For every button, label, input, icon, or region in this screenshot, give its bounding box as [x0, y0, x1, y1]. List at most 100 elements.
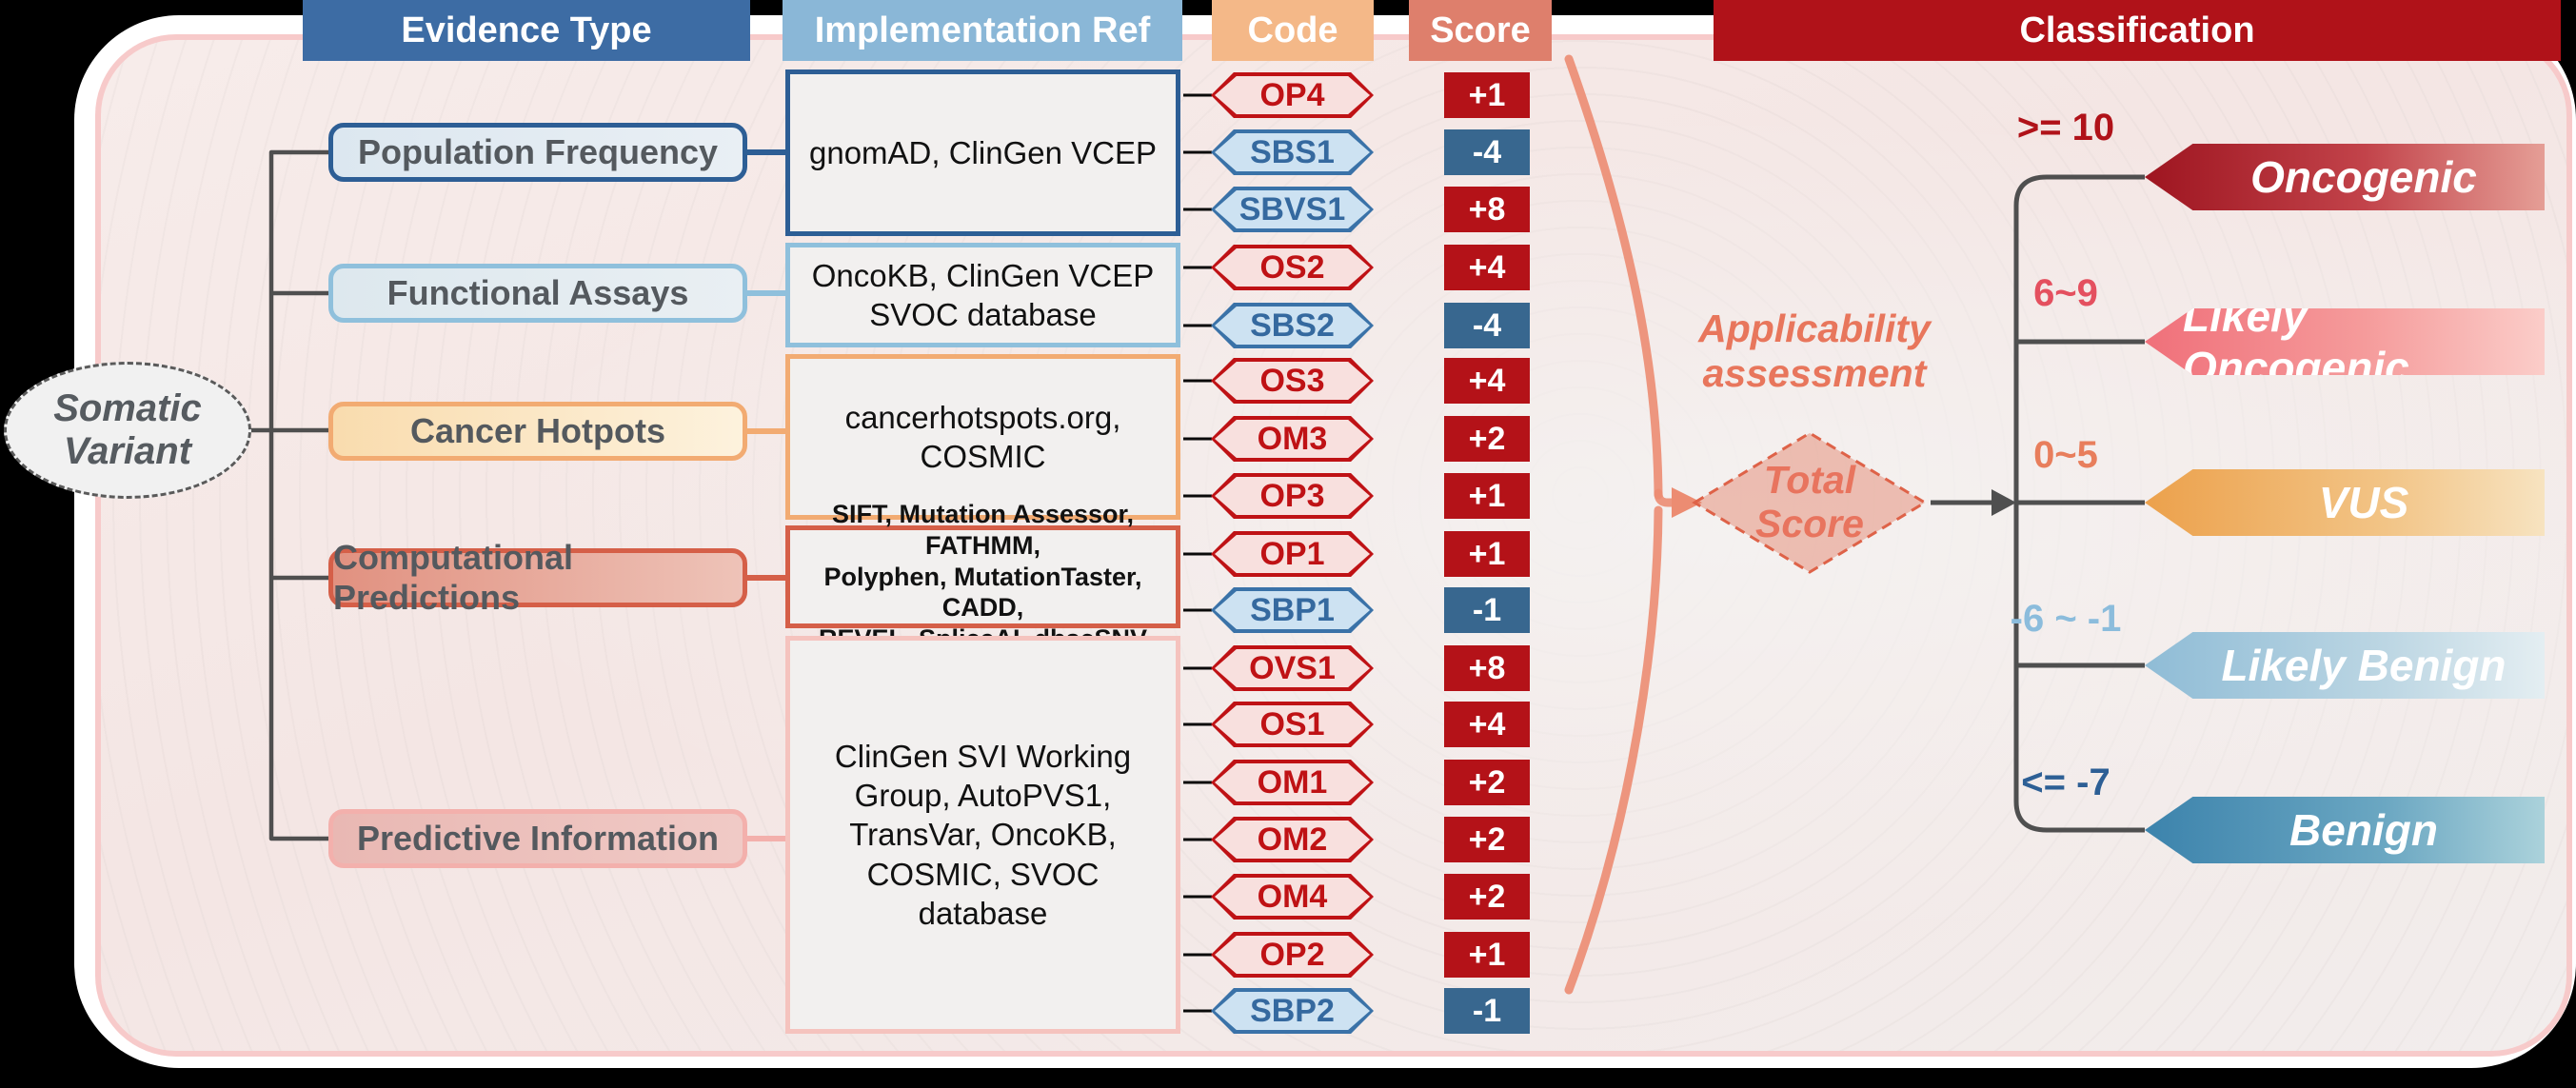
score-value: +4	[1468, 705, 1506, 742]
threshold-vus: 0~5	[2033, 434, 2098, 476]
score-badge: +1	[1444, 932, 1530, 978]
code-hexagon: OS2	[1211, 245, 1374, 290]
score-badge: +4	[1444, 358, 1530, 404]
impl-ref-box: SIFT, Mutation Assessor, FATHMM, Polyphe…	[785, 500, 1180, 653]
threshold-benign: <= -7	[2021, 762, 2110, 803]
code-hexagon: OS1	[1211, 702, 1374, 747]
threshold-likely-oncogenic: 6~9	[2033, 272, 2098, 314]
code-label: OM2	[1257, 821, 1328, 858]
evidence-box-population-frequency: Population Frequency	[328, 123, 747, 182]
code-hexagon: OM2	[1211, 817, 1374, 862]
score-value: +4	[1468, 362, 1506, 399]
banner-likely-benign: Likely Benign	[2145, 632, 2545, 699]
score-value: -4	[1472, 307, 1502, 344]
score-value: +2	[1468, 821, 1506, 858]
hexagon-fill	[1215, 821, 1370, 859]
code-label: OP2	[1259, 936, 1325, 973]
score-badge: +4	[1444, 245, 1530, 290]
score-badge: +8	[1444, 645, 1530, 691]
impl-ref-box: gnomAD, ClinGen VCEP	[785, 69, 1180, 236]
score-badge: -1	[1444, 988, 1530, 1034]
impl-ref-box: ClinGen SVI Working Group, AutoPVS1, Tra…	[785, 636, 1180, 1034]
score-badge: +2	[1444, 760, 1530, 805]
code-label: OP4	[1259, 76, 1325, 113]
score-value: +2	[1468, 420, 1506, 457]
evidence-box-functional-assays: Functional Assays	[328, 264, 747, 323]
hexagon-fill	[1215, 763, 1370, 801]
code-hexagon: SBS2	[1211, 303, 1374, 348]
code-hexagon: OVS1	[1211, 645, 1374, 691]
impl-ref-box: OncoKB, ClinGen VCEP SVOC database	[785, 243, 1180, 347]
threshold-oncogenic: >= 10	[2016, 107, 2115, 148]
score-badge: +8	[1444, 187, 1530, 232]
hexagon-fill	[1215, 76, 1370, 114]
code-label: OS3	[1259, 362, 1325, 399]
code-label: OP3	[1259, 477, 1325, 514]
code-label: SBS2	[1250, 307, 1335, 344]
hexagon-fill	[1215, 248, 1370, 287]
score-badge: +2	[1444, 817, 1530, 862]
score-value: +2	[1468, 878, 1506, 915]
code-label: OM1	[1257, 763, 1328, 801]
code-hexagon: OM4	[1211, 874, 1374, 920]
header-evidence-type: Evidence Type	[303, 0, 750, 61]
score-badge: +4	[1444, 702, 1530, 747]
banner-likely-oncogenic: Likely Oncogenic	[2145, 308, 2545, 375]
total-score-diamond	[1692, 431, 1928, 574]
hexagon-fill	[1215, 190, 1370, 228]
score-value: -4	[1472, 133, 1502, 170]
code-label: OP1	[1259, 535, 1325, 572]
classification-bracket	[2013, 174, 2145, 833]
code-hexagon: SBVS1	[1211, 187, 1374, 232]
score-value: +1	[1468, 535, 1506, 572]
score-value: +1	[1468, 76, 1506, 113]
applicability-assessment-label: Applicability assessment	[1698, 307, 1931, 396]
hexagon-fill	[1215, 992, 1370, 1030]
hexagon-fill	[1215, 307, 1370, 345]
code-hexagon: OP3	[1211, 473, 1374, 519]
coral-arrowhead	[1672, 487, 1702, 518]
banner-benign: Benign	[2145, 797, 2545, 863]
score-badge: +2	[1444, 416, 1530, 462]
banner-vus: VUS	[2145, 469, 2545, 536]
code-label: SBS1	[1250, 133, 1335, 170]
code-label: SBP2	[1250, 992, 1335, 1029]
score-value: +2	[1468, 763, 1506, 801]
header-classification: Classification	[1714, 0, 2561, 61]
hexagon-fill	[1215, 133, 1370, 171]
threshold-likely-benign: -6 ~ -1	[2010, 598, 2122, 640]
code-hexagon: SBS1	[1211, 129, 1374, 175]
hexagon-fill	[1215, 649, 1370, 687]
hexagon-fill	[1215, 477, 1370, 515]
gather-brace-top	[1564, 54, 1663, 500]
code-label: SBP1	[1250, 591, 1335, 628]
score-badge: +2	[1444, 874, 1530, 920]
code-hexagon: OS3	[1211, 358, 1374, 404]
code-hexagon: OP4	[1211, 72, 1374, 118]
hexagon-fill	[1215, 362, 1370, 400]
total-score-label: Total Score	[1755, 458, 1864, 545]
code-label: OS2	[1259, 248, 1325, 286]
hexagon-fill	[1215, 936, 1370, 974]
score-value: +1	[1468, 936, 1506, 973]
somatic-variant-node: Somatic Variant	[4, 362, 251, 499]
score-badge: -1	[1444, 587, 1530, 633]
hexagon-fill	[1215, 591, 1370, 629]
score-badge: -4	[1444, 303, 1530, 348]
banner-oncogenic: Oncogenic	[2145, 144, 2545, 210]
evidence-box-cancer-hotpots: Cancer Hotpots	[328, 402, 747, 461]
gather-brace-bottom	[1564, 505, 1663, 995]
score-value: +8	[1468, 649, 1506, 686]
score-badge: -4	[1444, 129, 1530, 175]
score-value: +8	[1468, 190, 1506, 227]
header-score: Score	[1409, 0, 1552, 61]
code-label: OM3	[1257, 420, 1328, 457]
code-hexagon: OM1	[1211, 760, 1374, 805]
evidence-tree-line	[243, 149, 331, 841]
code-label: SBVS1	[1238, 190, 1346, 227]
code-label: OM4	[1257, 878, 1328, 915]
evidence-box-predictive-information: Predictive Information	[328, 809, 747, 868]
hexagon-fill	[1215, 878, 1370, 916]
